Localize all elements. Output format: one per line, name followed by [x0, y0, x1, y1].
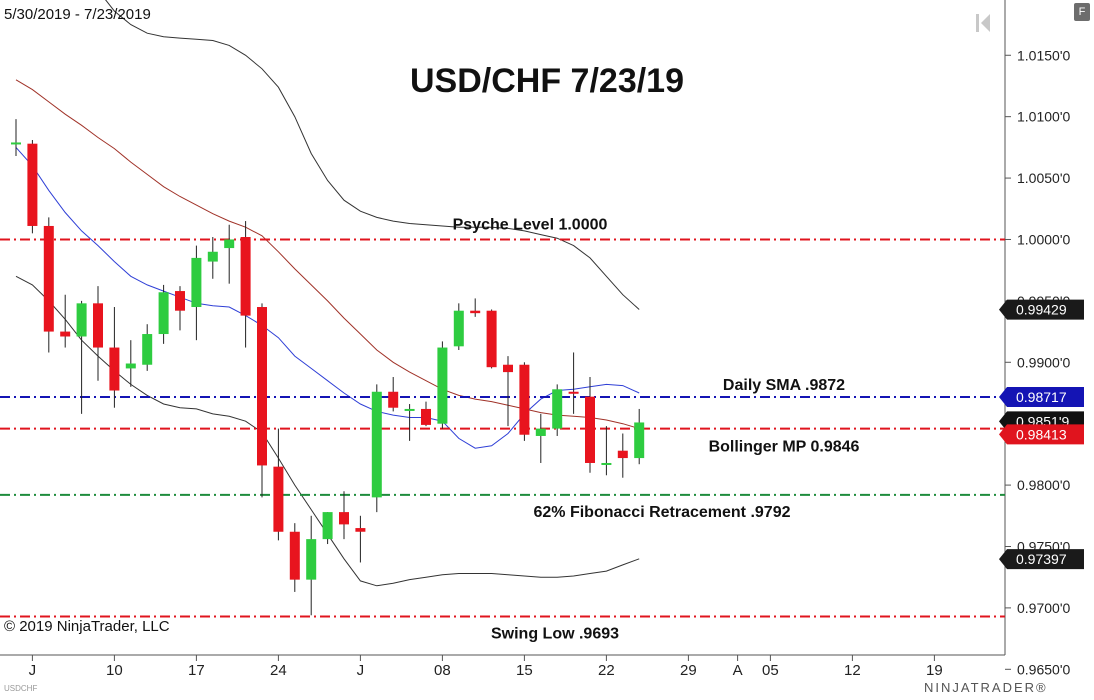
- x-tick-label: 24: [270, 662, 287, 679]
- scroll-to-start-icon[interactable]: [975, 12, 991, 34]
- candle-body-down: [27, 143, 38, 226]
- x-tick-label: 05: [762, 662, 779, 679]
- candle-body-up: [404, 408, 415, 411]
- candle-body-up: [601, 462, 612, 465]
- x-tick-label: 17: [188, 662, 205, 679]
- f-button[interactable]: F: [1074, 3, 1090, 21]
- price-marker-label: 0.97397: [1016, 551, 1067, 567]
- candle-body-down: [486, 310, 497, 368]
- x-tick-label: 29: [680, 662, 697, 679]
- y-tick-label: 0.9700'0: [1017, 600, 1070, 616]
- candle-body-down: [240, 237, 251, 316]
- candle-body-down: [257, 307, 267, 466]
- y-tick-label: 0.9800'0: [1017, 477, 1070, 493]
- copyright-text: © 2019 NinjaTrader, LLC: [4, 618, 170, 635]
- y-tick-label: 1.0050'0: [1017, 170, 1070, 186]
- y-tick-label: 1.0100'0: [1017, 109, 1070, 125]
- candle-body-down: [273, 466, 284, 532]
- candle-body-down: [503, 364, 513, 373]
- candle-body-up: [207, 251, 218, 262]
- price-marker-label: 0.98413: [1016, 426, 1067, 442]
- price-marker-box: [999, 299, 1084, 320]
- candle-body-up: [453, 310, 464, 347]
- x-tick-label: J: [29, 662, 37, 679]
- chart-title: USD/CHF 7/23/19: [410, 62, 684, 100]
- level-label: Bollinger MP 0.9846: [709, 439, 860, 456]
- candle-body-down: [617, 450, 628, 459]
- candle-body-up: [142, 334, 153, 365]
- date-range-label: 5/30/2019 - 7/23/2019: [4, 6, 151, 23]
- candle-body-up: [306, 539, 317, 580]
- candle-body-down: [93, 303, 103, 348]
- candle-body-up: [158, 292, 169, 335]
- candle-body-up: [76, 303, 87, 337]
- level-label: Psyche Level 1.0000: [453, 216, 608, 233]
- candle-body-up: [224, 239, 235, 249]
- candle-body-down: [289, 531, 300, 580]
- price-marker-box: [999, 424, 1084, 445]
- sma-line: [15, 147, 640, 449]
- candle-body-up: [371, 391, 382, 498]
- candle-body-down: [43, 225, 54, 332]
- y-tick-label: 1.0000'0: [1017, 231, 1070, 247]
- candle-body-down: [355, 528, 366, 532]
- candle-body-down: [60, 331, 71, 337]
- candle-body-down: [421, 408, 431, 425]
- candle-body-up: [437, 347, 448, 424]
- price-marker: 0.98413: [999, 424, 1084, 445]
- candle-body-down: [388, 391, 399, 408]
- candle-body-down: [470, 310, 481, 314]
- price-marker-label: 0.98717: [1016, 389, 1067, 405]
- candle-body-up: [552, 389, 563, 429]
- candle-body-up: [125, 363, 136, 369]
- x-tick-label: 08: [434, 662, 451, 679]
- y-tick-label: 0.9900'0: [1017, 354, 1070, 370]
- candle-body-up: [535, 428, 546, 436]
- candle-body-down: [519, 364, 530, 435]
- candle-body-down: [339, 512, 349, 525]
- candle-body-up: [11, 142, 21, 145]
- candle-body-down: [585, 396, 595, 463]
- x-tick-label: 15: [516, 662, 533, 679]
- candle-body-down: [175, 291, 185, 311]
- candle-body-up: [191, 257, 202, 308]
- x-tick-label: 10: [106, 662, 123, 679]
- candle-body-up: [634, 422, 645, 459]
- level-label: Swing Low .9693: [491, 625, 619, 642]
- ninjatrader-logo: NINJATRADER®: [924, 680, 1048, 695]
- price-marker: 0.99429: [999, 299, 1084, 320]
- price-marker-box: [999, 549, 1084, 570]
- x-tick-label: 19: [926, 662, 943, 679]
- x-tick-label: J: [357, 662, 365, 679]
- x-tick-label: 22: [598, 662, 615, 679]
- x-tick-label: 12: [844, 662, 861, 679]
- price-marker-box: [999, 387, 1084, 408]
- candle-body-up: [322, 512, 333, 540]
- candle-body-down: [568, 391, 579, 394]
- bollinger-mid-line: [15, 79, 640, 430]
- x-tick-label: A: [733, 662, 743, 679]
- y-tick-label: 0.9650'0: [1017, 661, 1070, 677]
- instrument-label: USDCHF: [4, 684, 38, 693]
- price-marker-label: 0.99429: [1016, 302, 1067, 318]
- level-label: Daily SMA .9872: [723, 377, 845, 394]
- y-tick-label: 1.0150'0: [1017, 47, 1070, 63]
- level-label: 62% Fibonacci Retracement .9792: [533, 504, 790, 521]
- candle-body-down: [109, 347, 120, 391]
- price-marker: 0.98717: [999, 387, 1084, 408]
- bollinger-upper-line: [105, 0, 640, 310]
- price-marker: 0.97397: [999, 549, 1084, 570]
